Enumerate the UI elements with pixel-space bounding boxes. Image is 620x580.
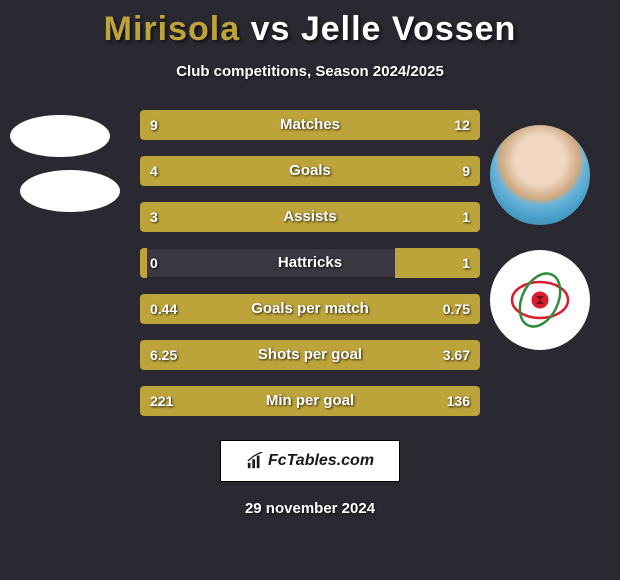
stat-value-right: 136 <box>447 386 470 416</box>
stat-bar-left <box>140 202 395 232</box>
stat-row: 31Assists <box>140 202 480 232</box>
footer-brand[interactable]: FcTables.com <box>220 440 400 482</box>
comparison-area: 912Matches49Goals31Assists01Hattricks0.4… <box>0 110 620 430</box>
stat-value-left: 4 <box>150 156 158 186</box>
chart-icon <box>246 452 264 470</box>
stat-bar-left <box>140 110 286 140</box>
footer-date: 29 november 2024 <box>0 500 620 517</box>
stat-row: 49Goals <box>140 156 480 186</box>
title-vs: vs <box>240 10 301 48</box>
footer-brand-text: FcTables.com <box>268 452 374 470</box>
stat-row: 0.440.75Goals per match <box>140 294 480 324</box>
stat-value-right: 1 <box>462 202 470 232</box>
stat-row: 912Matches <box>140 110 480 140</box>
stat-bar-right <box>286 110 480 140</box>
stat-value-left: 3 <box>150 202 158 232</box>
stat-bar-right <box>245 156 480 186</box>
stat-value-right: 1 <box>462 248 470 278</box>
stat-value-right: 12 <box>454 110 470 140</box>
stat-row: 01Hattricks <box>140 248 480 278</box>
stat-row: 6.253.67Shots per goal <box>140 340 480 370</box>
stat-value-left: 221 <box>150 386 173 416</box>
title-left-player: Mirisola <box>104 10 240 48</box>
subtitle: Club competitions, Season 2024/2025 <box>0 63 620 80</box>
title-right-player: Jelle Vossen <box>301 10 517 48</box>
stat-value-right: 3.67 <box>443 340 470 370</box>
stat-bar-left <box>140 248 147 278</box>
bars-column: 912Matches49Goals31Assists01Hattricks0.4… <box>140 110 480 432</box>
stat-value-left: 9 <box>150 110 158 140</box>
stat-value-left: 0.44 <box>150 294 177 324</box>
page-title: Mirisola vs Jelle Vossen <box>0 0 620 49</box>
stat-value-right: 0.75 <box>443 294 470 324</box>
stat-value-left: 6.25 <box>150 340 177 370</box>
stat-row: 221136Min per goal <box>140 386 480 416</box>
stat-value-right: 9 <box>462 156 470 186</box>
stat-value-left: 0 <box>150 248 158 278</box>
